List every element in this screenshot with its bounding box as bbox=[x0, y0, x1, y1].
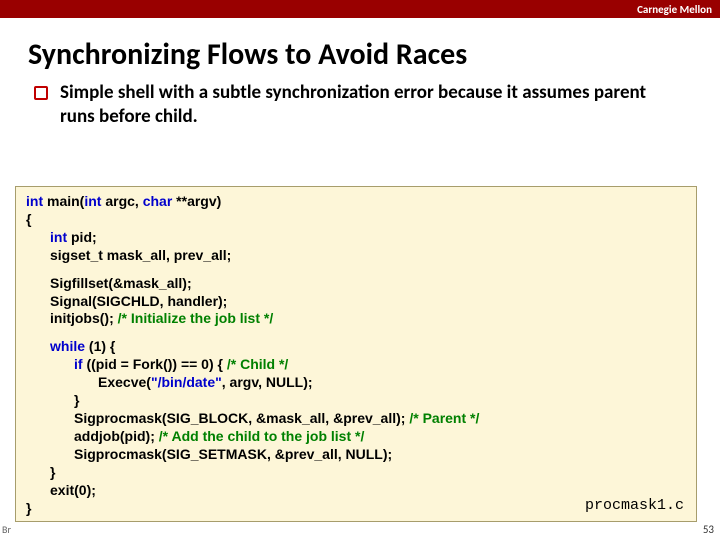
blank-line bbox=[26, 265, 686, 275]
code-text: Execve( bbox=[98, 374, 151, 390]
code-line: } bbox=[26, 464, 686, 482]
code-line: Sigprocmask(SIG_BLOCK, &mask_all, &prev_… bbox=[26, 410, 686, 428]
code-text: argc, bbox=[101, 193, 142, 209]
code-line: sigset_t mask_all, prev_all; bbox=[26, 247, 686, 265]
page-number: 53 bbox=[703, 523, 714, 536]
code-line: Execve("/bin/date", argv, NULL); bbox=[26, 374, 686, 392]
string-literal: "/bin/date" bbox=[151, 374, 222, 390]
code-text: ((pid = Fork()) == 0) { bbox=[83, 356, 227, 372]
comment: /* Initialize the job list */ bbox=[118, 310, 274, 326]
code-line: } bbox=[26, 392, 686, 410]
code-line: Signal(SIGCHLD, handler); bbox=[26, 293, 686, 311]
code-line: int main(int argc, char **argv) bbox=[26, 193, 686, 211]
slide: Carnegie Mellon Synchronizing Flows to A… bbox=[0, 0, 720, 540]
comment: /* Add the child to the job list */ bbox=[159, 428, 365, 444]
header-bar: Carnegie Mellon bbox=[0, 0, 720, 18]
code-line: while (1) { bbox=[26, 338, 686, 356]
code-line: if ((pid = Fork()) == 0) { /* Child */ bbox=[26, 356, 686, 374]
comment: /* Parent */ bbox=[409, 410, 479, 426]
code-line: Sigprocmask(SIG_SETMASK, &prev_all, NULL… bbox=[26, 446, 686, 464]
code-text: initjobs(); bbox=[50, 310, 118, 326]
bullet-text: Simple shell with a subtle synchronizati… bbox=[48, 81, 668, 130]
keyword: if bbox=[74, 356, 83, 372]
keyword: while bbox=[50, 338, 85, 354]
footer-fragment: Br bbox=[2, 523, 11, 536]
code-box: int main(int argc, char **argv) { int pi… bbox=[15, 186, 697, 522]
code-line: Sigfillset(&mask_all); bbox=[26, 275, 686, 293]
code-line: { bbox=[26, 211, 686, 229]
bullet-row: Simple shell with a subtle synchronizati… bbox=[0, 81, 720, 138]
comment: /* Child */ bbox=[227, 356, 288, 372]
bullet-marker-icon bbox=[34, 86, 48, 100]
keyword: int bbox=[26, 193, 43, 209]
code-line: addjob(pid); /* Add the child to the job… bbox=[26, 428, 686, 446]
code-text: addjob(pid); bbox=[74, 428, 159, 444]
code-line: int pid; bbox=[26, 229, 686, 247]
keyword: char bbox=[143, 193, 173, 209]
slide-title: Synchronizing Flows to Avoid Races bbox=[0, 18, 720, 81]
code-text: main( bbox=[43, 193, 84, 209]
source-filename: procmask1.c bbox=[585, 496, 684, 515]
university-name: Carnegie Mellon bbox=[637, 3, 712, 16]
code-text: , argv, NULL); bbox=[222, 374, 313, 390]
keyword: int bbox=[50, 229, 67, 245]
keyword: int bbox=[84, 193, 101, 209]
code-text: Sigprocmask(SIG_BLOCK, &mask_all, &prev_… bbox=[74, 410, 409, 426]
code-text: **argv) bbox=[172, 193, 221, 209]
code-text: pid; bbox=[67, 229, 97, 245]
code-text: (1) { bbox=[85, 338, 115, 354]
code-line: initjobs(); /* Initialize the job list *… bbox=[26, 310, 686, 328]
blank-line bbox=[26, 328, 686, 338]
